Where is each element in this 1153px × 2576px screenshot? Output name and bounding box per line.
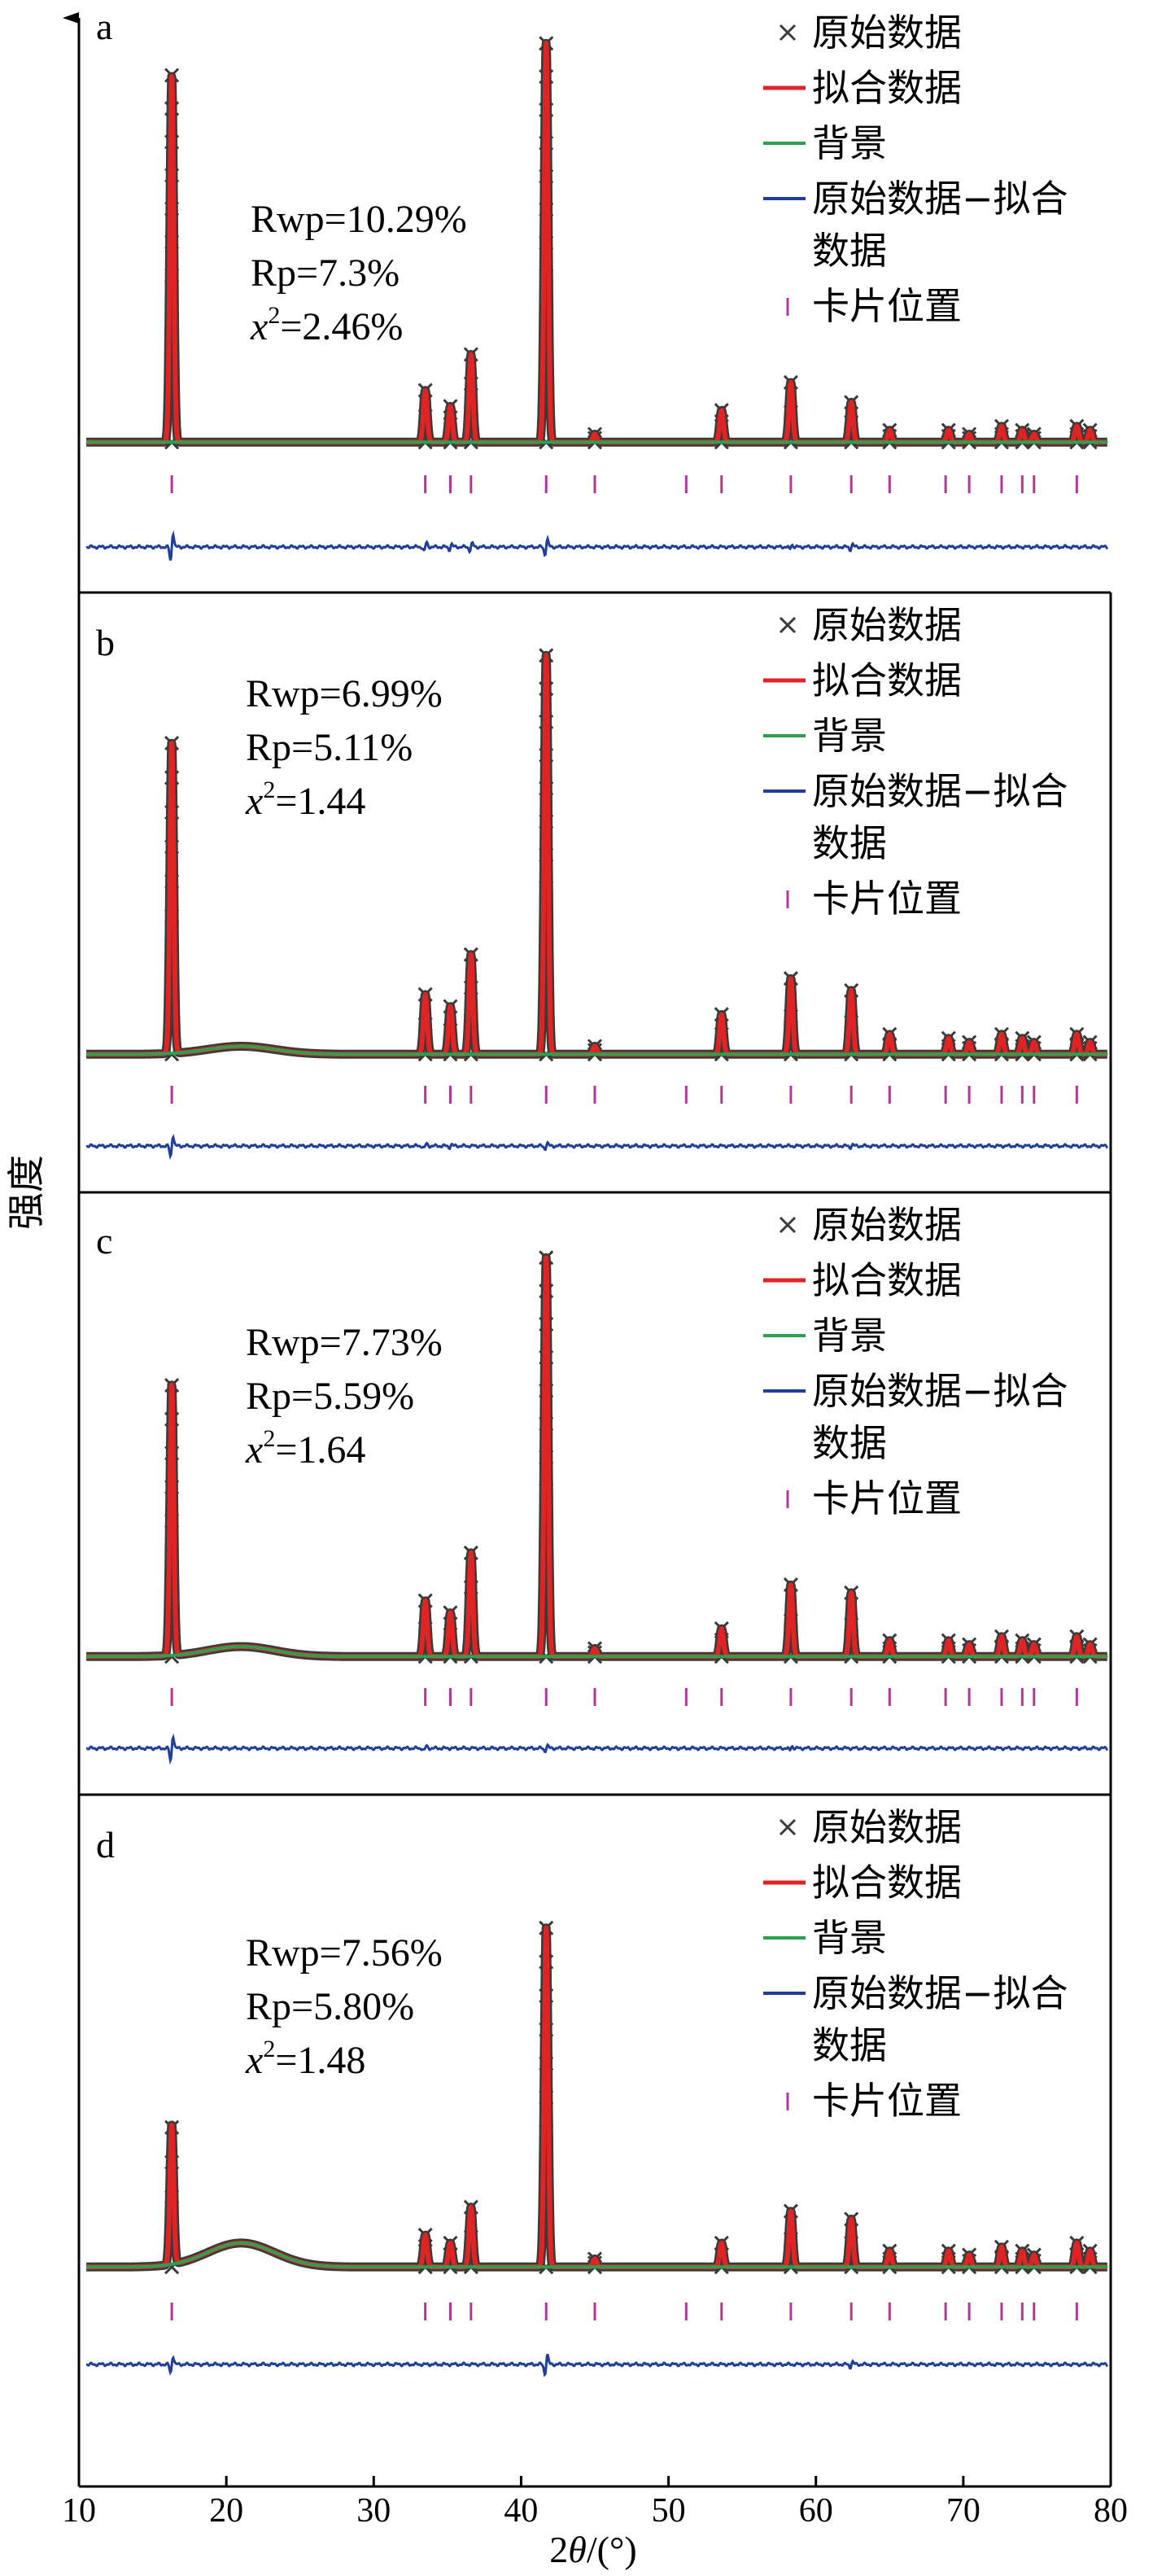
stat-chi: x2=1.64 (245, 1425, 365, 1472)
panel-c: c Rwp=7.73% Rp=5.59% x2=1.64 原始数据拟合数据背景原始数据−… (82, 1203, 1112, 1765)
x-tick-label: 70 (946, 2492, 980, 2530)
series-difference (85, 2353, 1108, 2377)
x-axis-label-theta: θ (568, 2529, 587, 2570)
legend-difference-label-2: 数据 (812, 1421, 887, 1465)
x-axis-label-prefix: 2 (549, 2529, 568, 2570)
x-tick-label: 30 (356, 2492, 391, 2530)
panel-b: b Rwp=6.99% Rp=5.11% x2=1.44 原始数据拟合数据背景原始数据−… (82, 603, 1112, 1161)
legend-background-label: 背景 (812, 714, 887, 758)
stat-chi-value: =1.48 (275, 2039, 365, 2082)
legend-card-label: 卡片位置 (812, 877, 962, 921)
stat-rwp: Rwp=7.56% (246, 1931, 443, 1975)
stat-chi-exponent: 2 (263, 776, 275, 803)
legend-card-label: 卡片位置 (812, 2079, 962, 2123)
legend-raw-label: 原始数据 (812, 603, 962, 647)
x-tick-label: 20 (209, 2492, 243, 2530)
x-tick-label: 40 (504, 2492, 538, 2530)
panel-d: d Rwp=7.56% Rp=5.80% x2=1.48 原始数据拟合数据背景原始数据−… (82, 1805, 1112, 2377)
series-background (86, 2241, 1108, 2269)
legend-difference-label-2: 数据 (812, 821, 887, 865)
stat-chi: x2=2.46% (250, 302, 403, 348)
stat-chi-exponent: 2 (263, 1425, 275, 1452)
stat-rp: Rp=5.11% (246, 726, 413, 769)
x-axis-label-suffix: /(°) (587, 2529, 637, 2570)
stat-chi: x2=1.44 (245, 776, 365, 823)
legend-difference-label-1: 原始数据−拟合 (812, 769, 1068, 813)
legend-background-label: 背景 (812, 121, 887, 165)
y-axis-label: 强度 (4, 1155, 48, 1230)
stat-chi-value: =2.46% (280, 305, 403, 348)
legend-raw-marker (779, 1818, 797, 1836)
legend-raw-marker (779, 24, 797, 42)
legend-difference-label-1: 原始数据−拟合 (812, 1369, 1068, 1413)
legend-background-label: 背景 (812, 1916, 887, 1960)
legend-fit-label: 拟合数据 (812, 658, 962, 702)
series-raw (82, 1253, 1112, 1661)
legend-difference-label-1: 原始数据−拟合 (812, 1971, 1068, 2015)
series-difference (85, 530, 1108, 561)
x-tick-label: 80 (1094, 2492, 1128, 2530)
stat-rp: Rp=5.80% (246, 1985, 414, 2028)
series-fit (84, 653, 1110, 1057)
panel-a: aRwp=10.29%Rp=7.3%x2=2.46%原始数据拟合数据背景原始数据… (82, 6, 1112, 561)
stat-chi-value: =1.64 (275, 1428, 365, 1472)
stat-chi: x2=1.48 (245, 2036, 365, 2082)
x-tick-label: 10 (62, 2492, 96, 2530)
panel-letter: a (96, 6, 112, 47)
stat-chi-value: =1.44 (275, 780, 365, 823)
legend-fit-label: 拟合数据 (812, 1258, 962, 1302)
series-background (86, 1044, 1108, 1056)
legend-raw-label: 原始数据 (812, 1203, 962, 1247)
panel-letter: c (96, 1220, 112, 1262)
series-difference (85, 1733, 1108, 1765)
stat-rwp: Rwp=6.99% (246, 672, 443, 715)
series-fit (84, 1255, 1110, 1660)
series-background (86, 1644, 1108, 1659)
x-tick-label: 60 (799, 2492, 833, 2530)
stat-chi-exponent: 2 (268, 302, 280, 329)
panel-letter: d (96, 1824, 115, 1865)
legend-fit-label: 拟合数据 (812, 66, 962, 110)
legend-background-label: 背景 (812, 1314, 887, 1358)
stat-chi-symbol: x (250, 305, 268, 348)
legend-raw-label: 原始数据 (812, 1805, 962, 1849)
stat-rp: Rp=5.59% (246, 1375, 414, 1418)
stat-rp: Rp=7.3% (251, 251, 400, 295)
stat-chi-symbol: x (245, 780, 263, 823)
legend-fit-label: 拟合数据 (812, 1861, 962, 1905)
stat-rwp: Rwp=7.73% (246, 1321, 443, 1364)
legend-card-label: 卡片位置 (812, 1476, 962, 1520)
stat-chi-symbol: x (245, 2039, 263, 2082)
x-ticks: 10 20 30 40 50 60 70 80 (62, 2476, 1128, 2530)
panel-letter: b (96, 622, 115, 663)
legend-difference-label-2: 数据 (812, 229, 887, 273)
stat-rwp: Rwp=10.29% (251, 198, 467, 241)
series-raw (82, 650, 1112, 1059)
legend-raw-marker (779, 1216, 797, 1234)
legend-raw-marker (779, 616, 797, 634)
x-tick-label: 50 (652, 2492, 686, 2530)
legend-raw-label: 原始数据 (812, 11, 962, 55)
legend-difference-label-1: 原始数据−拟合 (812, 177, 1068, 221)
stat-chi-exponent: 2 (263, 2036, 275, 2062)
stat-chi-symbol: x (245, 1428, 263, 1472)
x-axis-label: 2θ/(°) (549, 2529, 636, 2570)
legend-card-label: 卡片位置 (812, 284, 962, 328)
legend-difference-label-2: 数据 (812, 2023, 887, 2067)
series-difference (85, 1134, 1108, 1161)
